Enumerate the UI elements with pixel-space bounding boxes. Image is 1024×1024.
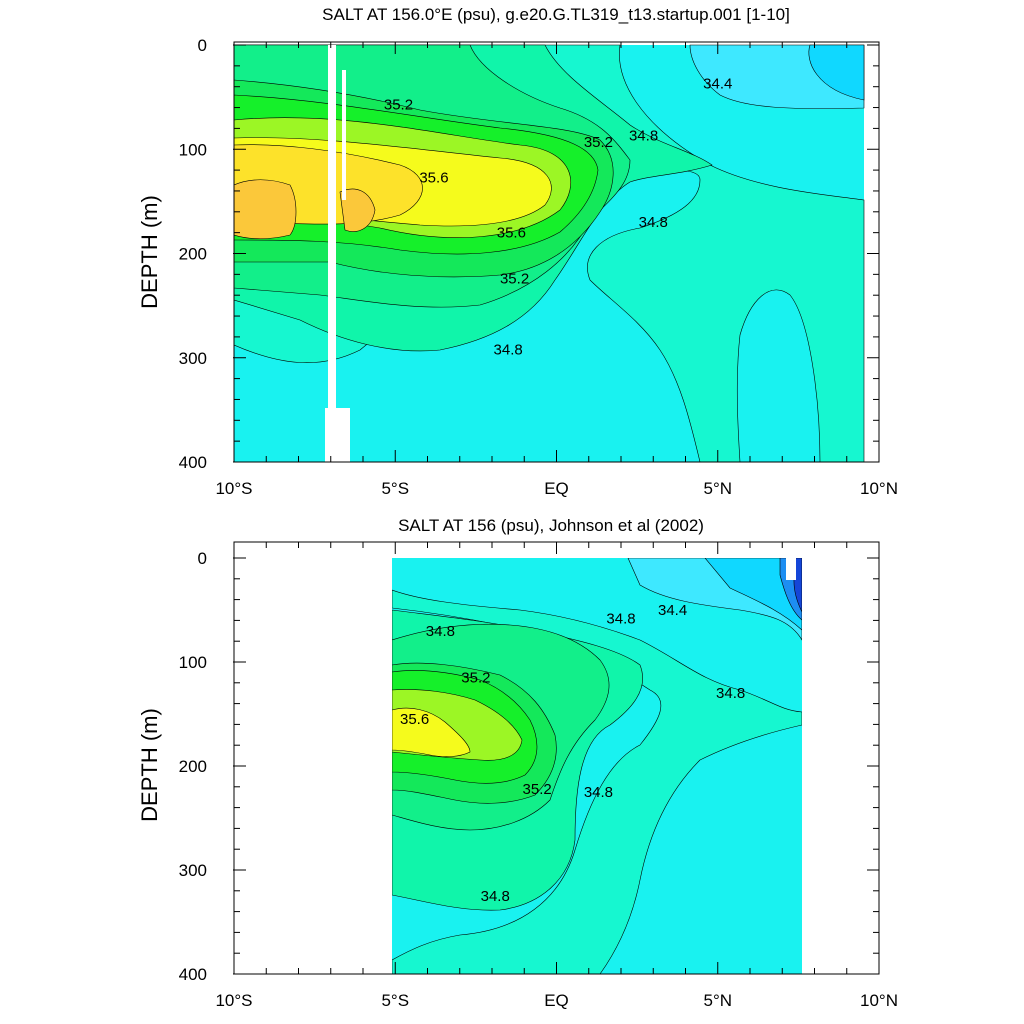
y-tick-label: 400	[179, 453, 207, 472]
y-axis-ticks: 0 100 200 300 400	[179, 36, 879, 472]
contour-region-34-2	[808, 44, 865, 101]
plot-axes: 10°S 5°S EQ 5°N 10°N 0 100 200 300 400 DEPTH (m)	[137, 36, 898, 498]
contour-field	[234, 44, 865, 462]
contour-label: 34.8	[639, 214, 668, 231]
missing-data-gap	[342, 70, 346, 200]
contour-labels: 34.8 34.4 34.8 35.2 34.8 35.6 35.2 34.8 34.8	[400, 602, 745, 905]
y-tick-label: 100	[179, 140, 207, 159]
contour-label: 35.2	[500, 271, 529, 288]
y-tick-label: 200	[179, 245, 207, 264]
contour-label: 34.4	[703, 76, 732, 93]
missing-data-gap	[786, 558, 796, 580]
contour-label: 35.2	[584, 134, 613, 151]
contour-label: 34.8	[716, 685, 745, 702]
contour-label: 35.2	[384, 96, 413, 113]
y-axis-label: DEPTH (m)	[137, 195, 162, 309]
y-tick-label: 300	[179, 349, 207, 368]
y-axis-label: DEPTH (m)	[137, 708, 162, 822]
x-tick-label: 10°N	[860, 991, 898, 1010]
chart-title: SALT AT 156 (psu), Johnson et al (2002)	[398, 516, 704, 535]
contour-label: 34.8	[426, 623, 455, 640]
contour-label: 35.6	[400, 711, 429, 728]
x-tick-label: 10°S	[215, 991, 252, 1010]
contour-label: 35.6	[497, 225, 526, 242]
contour-label: 35.2	[461, 670, 490, 687]
x-axis-ticks: 10°S 5°S EQ 5°N 10°N	[215, 42, 898, 498]
y-tick-label: 400	[179, 965, 207, 984]
y-tick-label: 0	[198, 36, 207, 55]
x-tick-label: 5°S	[381, 479, 409, 498]
contour-region-yellow	[392, 707, 471, 757]
contour-label: 34.8	[629, 128, 658, 145]
chart-panel-observations: SALT AT 156 (psu), Johnson et al (2002) …	[137, 516, 898, 1010]
chart-title: SALT AT 156.0°E (psu), g.e20.G.TL319_t13…	[322, 5, 790, 24]
x-tick-label: 5°S	[381, 991, 409, 1010]
contour-region-orange	[339, 188, 376, 232]
contour-labels: 35.2 34.4 35.2 34.8 35.6 35.6 34.8 35.2 34.8	[384, 76, 732, 359]
contour-label: 35.2	[523, 781, 552, 798]
x-tick-label: EQ	[544, 479, 569, 498]
y-axis-ticks: 0 100 200 300 400	[179, 549, 879, 984]
chart-panel-model: SALT AT 156.0°E (psu), g.e20.G.TL319_t13…	[137, 5, 898, 498]
x-tick-label: 10°S	[215, 479, 252, 498]
y-tick-label: 300	[179, 861, 207, 880]
missing-data-gap	[325, 408, 350, 462]
x-axis-ticks: 10°S 5°S EQ 5°N 10°N	[215, 542, 898, 1010]
x-tick-label: 5°N	[703, 991, 732, 1010]
contour-region-aqua	[392, 589, 802, 974]
plot-axes: 10°S 5°S EQ 5°N 10°N 0 100 200 300 400 DEPTH (m)	[137, 541, 898, 1010]
contour-label: 34.8	[494, 341, 523, 358]
contour-label: 34.8	[584, 784, 613, 801]
x-tick-label: EQ	[544, 991, 569, 1010]
missing-data-gap	[328, 45, 336, 415]
y-tick-label: 0	[198, 549, 207, 568]
contour-label: 35.6	[419, 169, 448, 186]
x-tick-label: 5°N	[703, 479, 732, 498]
y-tick-label: 100	[179, 653, 207, 672]
contour-region-orange	[234, 179, 297, 240]
contour-region-34-2	[704, 558, 802, 631]
contour-label: 34.8	[606, 610, 635, 627]
x-tick-label: 10°N	[860, 479, 898, 498]
contour-label: 34.8	[481, 888, 510, 905]
contour-field	[392, 558, 802, 974]
contour-label: 34.4	[658, 602, 687, 619]
y-tick-label: 200	[179, 757, 207, 776]
